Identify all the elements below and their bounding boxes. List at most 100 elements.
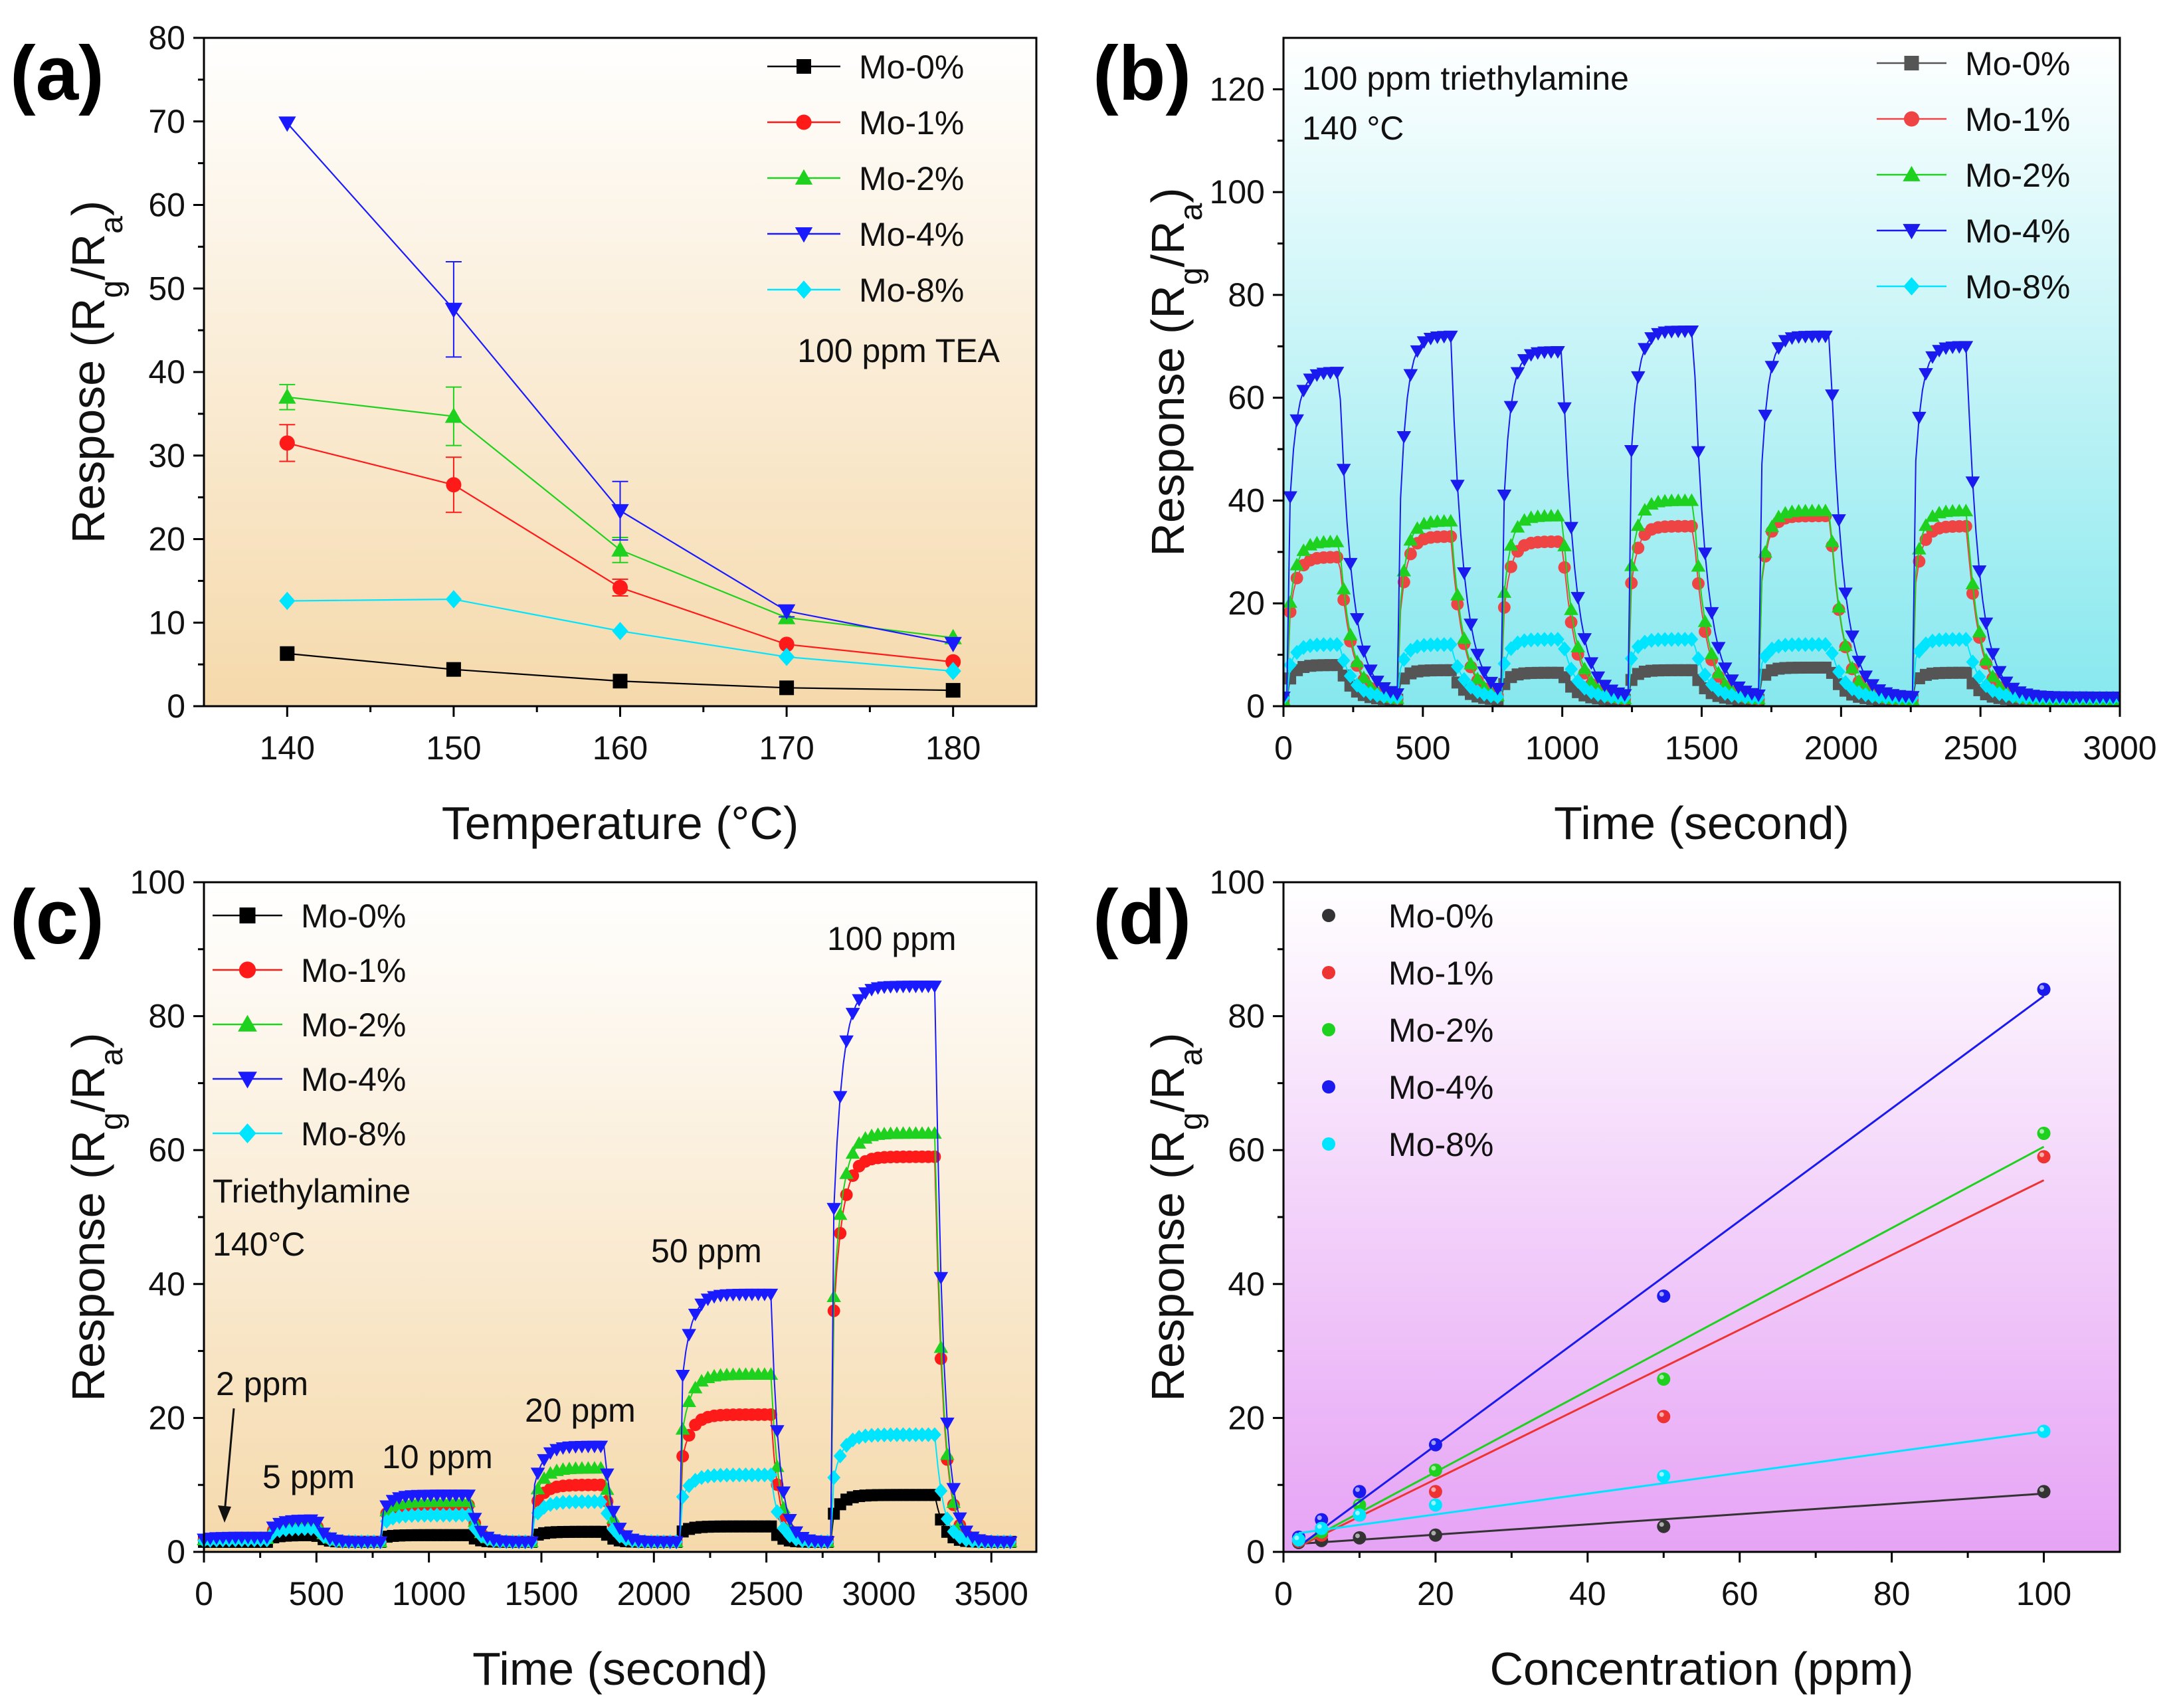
legend-label: Mo-1% xyxy=(859,104,964,142)
data-point xyxy=(1999,688,2013,704)
series-Mo-4% xyxy=(1283,326,2120,704)
data-point xyxy=(310,1517,325,1530)
annotation: 100 ppm TEA xyxy=(797,332,1000,369)
data-point xyxy=(1872,689,1886,705)
x-tick-label: 140 xyxy=(260,729,315,767)
data-point xyxy=(1497,489,1512,502)
y-tick-label: 40 xyxy=(1228,1266,1265,1303)
legend-marker xyxy=(797,59,811,74)
annotation-line-2: 140°C xyxy=(213,1226,306,1263)
data-point xyxy=(764,1408,777,1421)
legend-item: Mo-4% xyxy=(1322,1069,1493,1106)
data-point xyxy=(1946,632,1960,647)
label-part: Response (R xyxy=(1142,285,1194,557)
data-point xyxy=(945,662,961,680)
data-point xyxy=(1818,636,1832,652)
y-axis-label: Respose (Rg/Ra) xyxy=(62,201,130,543)
concentration-label: 100 ppm xyxy=(827,920,957,957)
y-tick-label: 40 xyxy=(148,1266,185,1303)
data-point xyxy=(1315,1521,1329,1535)
data-point xyxy=(846,1432,860,1448)
x-tick-label: 20 xyxy=(1417,1575,1454,1612)
data-point xyxy=(1858,670,1873,684)
data-point xyxy=(1711,642,1726,655)
data-point xyxy=(1678,632,1692,647)
data-point xyxy=(1771,510,1786,523)
legend-label: Mo-8% xyxy=(301,1115,406,1153)
data-point-highlight xyxy=(1431,1500,1436,1505)
fit-line xyxy=(1297,995,2045,1548)
data-point xyxy=(1451,597,1464,611)
data-point xyxy=(1865,688,1879,704)
data-point xyxy=(927,981,942,994)
data-point xyxy=(1826,645,1839,661)
legend: Mo-0% Mo-1% Mo-2% Mo-4% Mo-8% xyxy=(213,898,406,1153)
data-point xyxy=(1444,330,1458,343)
data-point-highlight xyxy=(2039,1487,2045,1492)
data-point xyxy=(834,1226,847,1240)
data-point xyxy=(688,1308,703,1321)
panel-d: 0 20 40 60 80 100 0 20 40 60 80 100 Concentration (p… xyxy=(1093,864,2121,1695)
label-part: /R xyxy=(1142,1066,1194,1112)
legend-marker xyxy=(1903,165,1921,181)
data-point xyxy=(777,604,796,620)
data-point xyxy=(1704,646,1719,660)
data-point xyxy=(1959,632,1973,647)
data-point xyxy=(1289,414,1304,427)
data-point-highlight xyxy=(1355,1487,1360,1492)
data-point xyxy=(1428,1438,1442,1452)
subscript: a xyxy=(94,1048,130,1066)
y-axis-label: Response (Rg/Ra) xyxy=(1142,1032,1209,1401)
y-tick-label: 100 xyxy=(1210,864,1265,901)
plot-frame xyxy=(1282,881,2121,1553)
x-tick-label: 3500 xyxy=(955,1575,1028,1612)
data-point xyxy=(1845,660,1859,674)
legend: Mo-0% Mo-1% Mo-2% Mo-4% Mo-8% xyxy=(767,48,964,309)
data-point xyxy=(1551,535,1564,548)
data-point xyxy=(1691,559,1706,572)
data-point xyxy=(379,1500,394,1513)
data-point-highlight xyxy=(1431,1531,1436,1536)
data-point xyxy=(944,636,962,652)
y-tick-label: 20 xyxy=(1228,1399,1265,1436)
series-Mo-4% xyxy=(278,116,962,652)
legend-item: Mo-4% xyxy=(1877,213,2070,250)
legend-marker xyxy=(795,227,813,243)
data-point xyxy=(613,1523,627,1536)
data-point xyxy=(1624,445,1639,458)
legend-marker xyxy=(1903,111,1920,127)
data-point xyxy=(1577,662,1592,674)
axis-ticks: 140 150 160 170 180 0 10 20 30 40 50 60 70 80 xyxy=(148,19,981,767)
y-tick-label: 80 xyxy=(1228,276,1265,314)
data-point xyxy=(1343,557,1358,571)
label-part: /R xyxy=(1142,221,1194,267)
data-point xyxy=(1764,361,1780,374)
data-point xyxy=(1718,686,1732,701)
y-tick-label: 80 xyxy=(148,19,185,56)
data-point xyxy=(1785,637,1799,652)
data-point xyxy=(1978,617,1994,630)
data-point xyxy=(1925,509,1940,522)
x-tick-label: 60 xyxy=(1721,1575,1758,1612)
data-point xyxy=(1349,654,1365,668)
data-point xyxy=(826,1289,842,1303)
data-point xyxy=(1972,565,1987,578)
data-point xyxy=(1960,666,1972,679)
data-point xyxy=(1985,648,2000,661)
data-point xyxy=(1450,480,1465,493)
data-point xyxy=(1966,587,1979,600)
x-tick-label: 3000 xyxy=(2083,729,2156,767)
concentration-label: 20 ppm xyxy=(525,1392,636,1429)
data-point xyxy=(260,1531,274,1545)
series-Mo-8% xyxy=(1291,1424,2051,1547)
data-point xyxy=(1464,656,1478,670)
data-point xyxy=(845,1008,860,1021)
data-point xyxy=(2006,689,2020,704)
plot-frame xyxy=(203,881,1038,1553)
x-tick-label: 500 xyxy=(289,1575,344,1612)
data-point xyxy=(946,1483,961,1496)
data-point xyxy=(279,435,295,451)
axis-ticks: 0 500 1000 1500 2000 2500 3000 0 20 40 60 80 100 120 xyxy=(1210,70,2157,767)
data-point xyxy=(1330,636,1344,652)
y-tick-label: 40 xyxy=(1228,482,1265,519)
